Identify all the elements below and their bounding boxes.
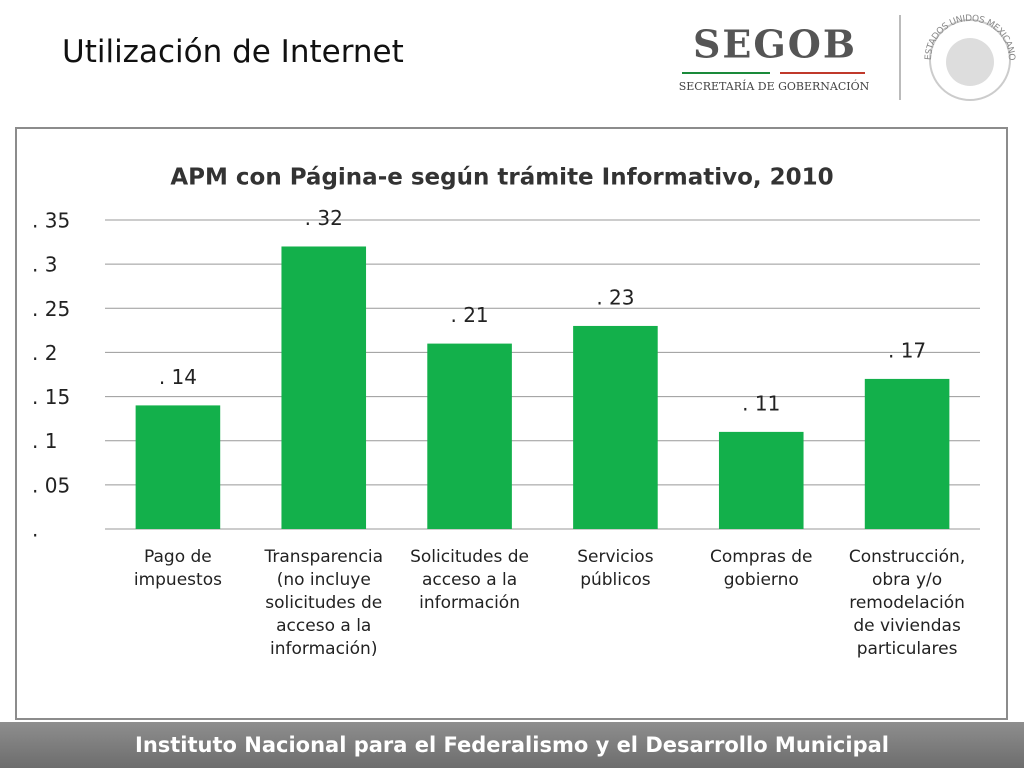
y-tick-label: . 05 [32,473,70,497]
y-tick-label: . 25 [32,297,70,321]
bar [864,378,950,529]
y-tick-label: . 35 [32,209,70,233]
logo-area: SEGOB SECRETARÍA DE GOBERNACIÓN ESTADOS … [670,0,1017,101]
value-label: . 23 [596,285,634,309]
chart-frame [15,127,1008,720]
bar [427,343,512,529]
chart-title: APM con Página-e según trámite Informati… [170,165,833,191]
y-tick-label: . 2 [32,341,57,365]
value-label: . 14 [159,365,197,389]
bar [281,246,367,529]
value-label: . 32 [305,206,343,230]
x-tick-label: Solicitudes de acceso a la información [410,547,530,613]
seal-emblem [946,38,994,86]
x-tick-label: Servicios públicos [577,547,654,590]
footer: Instituto Nacional para el Federalismo y… [0,722,1024,768]
bar [573,325,658,529]
y-tick-label: . 15 [32,385,70,409]
x-tick-label: Transparencia (no incluye solicitudes de… [264,547,383,659]
x-tick-label: Compras de gobierno [709,547,813,590]
value-label: . 11 [742,391,780,415]
value-label: . 17 [888,338,926,362]
bar [718,431,804,529]
y-tick-label: . 3 [32,253,57,277]
page-title: Utilización de Internet [62,34,404,70]
y-tick-label: . 1 [32,429,57,453]
logo: SEGOB [693,22,857,67]
value-label: . 21 [450,303,488,327]
logo-subtitle: SECRETARÍA DE GOBERNACIÓN [679,79,870,93]
seal [929,19,1011,101]
x-tick-label: Pago de impuestos [133,547,222,590]
chart: APM con Página-e según trámite Informati… [32,165,980,542]
bar [135,405,221,529]
x-tick-label: Construcción, obra y/o remodelación de v… [848,547,966,659]
y-tick-label: . [32,518,38,542]
